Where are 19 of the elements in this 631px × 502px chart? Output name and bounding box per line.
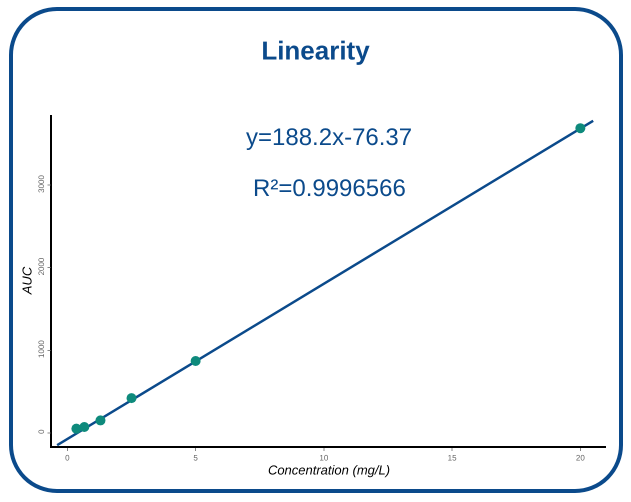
- point: [126, 393, 137, 404]
- point: [79, 422, 90, 432]
- x-tick-label: 5: [193, 453, 198, 462]
- y-tick-label: 2000: [37, 257, 46, 276]
- x-tick-label: 15: [448, 453, 458, 462]
- x-axis-title: Concentration (mg/L): [268, 462, 390, 478]
- annotation: R²=0.9996566: [253, 175, 406, 202]
- point: [190, 356, 201, 366]
- chart-title: Linearity: [261, 35, 370, 66]
- point: [575, 123, 586, 134]
- x-tick-label: 20: [576, 453, 586, 462]
- y-tick-label: 1000: [37, 340, 46, 358]
- y-tick-label: 3000: [37, 174, 46, 193]
- annotation: y=188.2x-76.37: [246, 124, 412, 151]
- y-axis-title: AUC: [20, 266, 34, 296]
- point: [95, 415, 106, 426]
- x-tick-label: 0: [65, 453, 70, 462]
- x-tick-label: 10: [319, 453, 329, 462]
- y-tick-label: 0: [37, 428, 46, 434]
